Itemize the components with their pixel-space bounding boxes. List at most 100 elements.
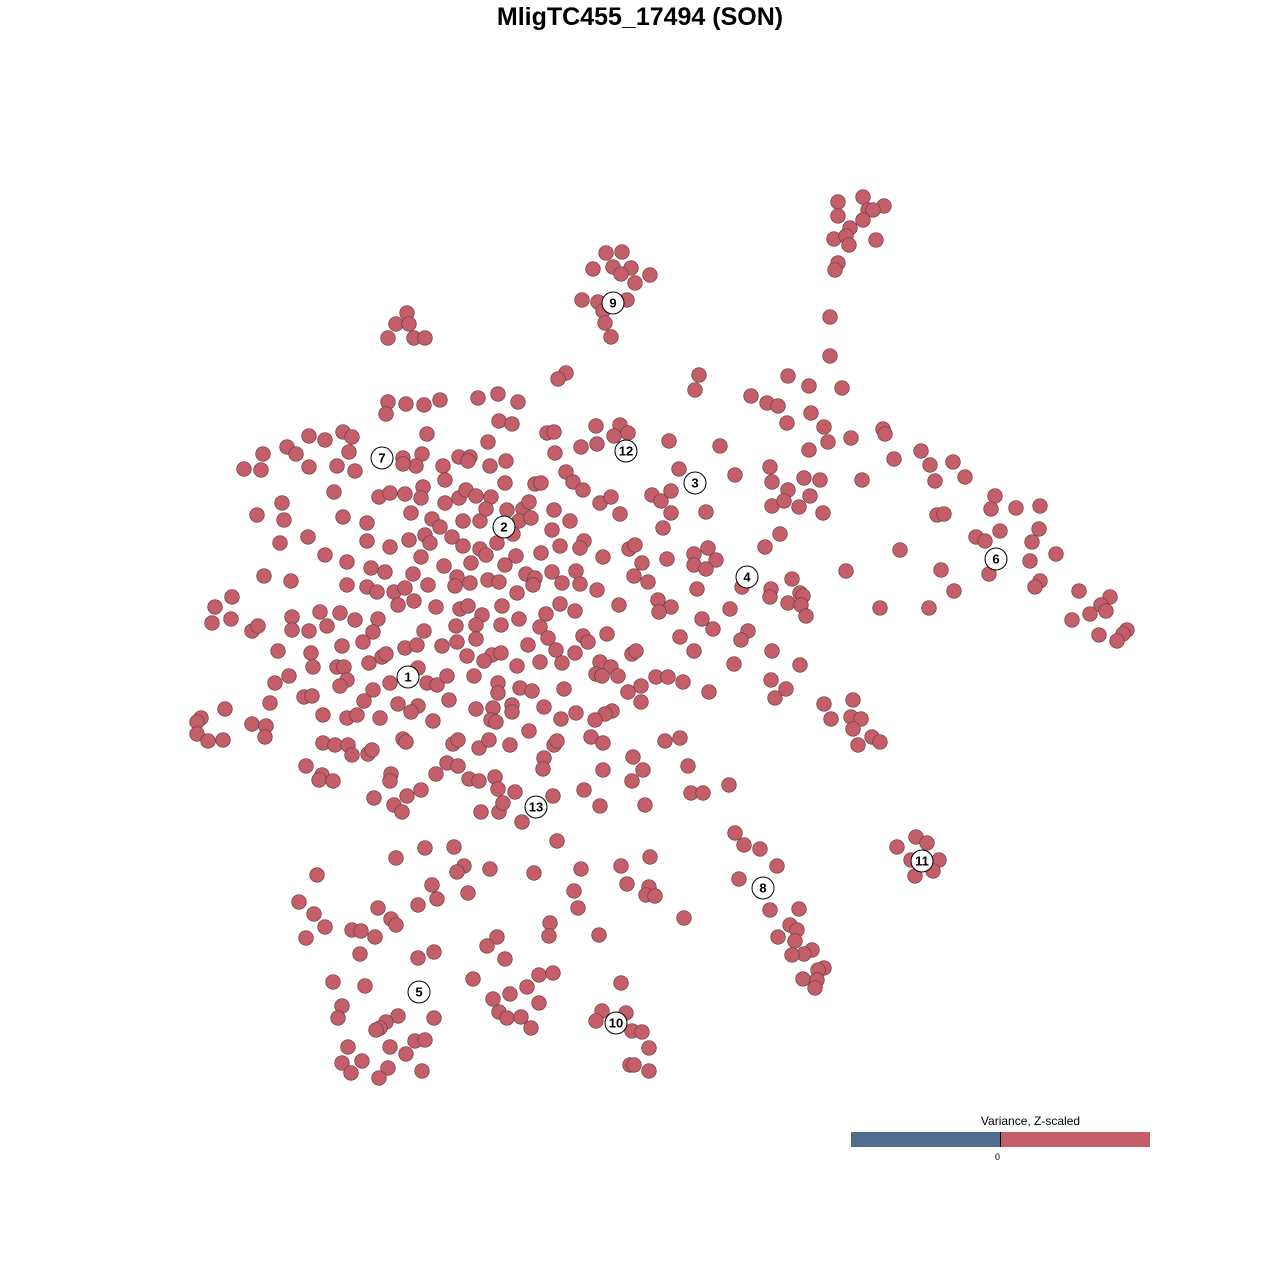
data-point <box>204 615 220 631</box>
cluster-label-circle <box>683 471 707 495</box>
data-point <box>585 261 601 277</box>
data-point <box>587 712 603 728</box>
data-point <box>595 735 611 751</box>
data-point <box>642 267 658 283</box>
data-point <box>927 473 943 489</box>
cluster-label-circle <box>396 665 420 689</box>
data-point <box>687 382 703 398</box>
legend-tick-label: 0 <box>995 1152 1001 1162</box>
data-point <box>531 967 547 983</box>
data-point <box>353 923 369 939</box>
data-point <box>822 309 838 325</box>
data-point <box>250 618 266 634</box>
data-point <box>626 568 642 584</box>
data-point <box>620 425 636 441</box>
data-point <box>327 737 343 753</box>
data-point <box>347 612 363 628</box>
data-point <box>548 642 564 658</box>
data-point <box>489 929 505 945</box>
data-point <box>298 758 314 774</box>
data-point <box>470 390 486 406</box>
cluster-label-circle <box>735 565 759 589</box>
data-point <box>574 292 590 308</box>
data-point <box>752 841 768 857</box>
data-point <box>672 629 688 645</box>
data-point <box>573 861 589 877</box>
data-point <box>795 971 811 987</box>
data-point <box>434 638 450 654</box>
data-point <box>772 526 788 542</box>
data-point <box>946 583 962 599</box>
data-point <box>424 877 440 893</box>
data-point <box>366 790 382 806</box>
data-point <box>637 797 653 813</box>
data-point <box>576 782 592 798</box>
data-point <box>359 515 375 531</box>
data-point <box>521 494 537 510</box>
data-point <box>377 564 393 580</box>
data-point <box>429 677 445 693</box>
data-point <box>680 758 696 774</box>
data-point <box>189 726 205 742</box>
data-point <box>791 499 807 515</box>
legend-negative-segment <box>851 1132 1001 1147</box>
data-point <box>416 397 432 413</box>
data-point <box>394 804 410 820</box>
data-point <box>395 456 411 472</box>
data-point <box>627 275 643 291</box>
data-point <box>619 876 635 892</box>
data-point <box>610 668 626 684</box>
color-legend: Variance, Z-scaled 0 <box>851 1114 1150 1162</box>
data-point <box>253 462 269 478</box>
cluster-label-10: 10 <box>604 1011 628 1035</box>
data-point <box>334 1055 350 1071</box>
data-point <box>603 489 619 505</box>
data-point <box>441 692 457 708</box>
cluster-label-circle <box>601 291 625 315</box>
cluster-label-13: 13 <box>524 795 548 819</box>
data-point <box>478 501 494 517</box>
data-point <box>270 643 286 659</box>
cluster-label-text: 2 <box>500 520 507 535</box>
data-point <box>889 839 905 855</box>
data-point <box>493 645 509 661</box>
data-point <box>532 654 548 670</box>
data-point <box>249 507 265 523</box>
data-point <box>525 577 541 593</box>
data-point <box>801 442 817 458</box>
cluster-label-text: 8 <box>759 881 766 896</box>
data-point <box>413 490 429 506</box>
data-point <box>705 621 721 637</box>
data-point <box>403 505 419 521</box>
data-point <box>298 930 314 946</box>
data-point <box>823 711 839 727</box>
data-point <box>468 488 484 504</box>
data-point <box>567 603 583 619</box>
data-point <box>807 980 823 996</box>
data-point <box>303 645 319 661</box>
data-point <box>413 782 429 798</box>
data-point <box>599 626 615 642</box>
data-point <box>463 555 479 571</box>
cluster-label-circle <box>604 1011 628 1035</box>
data-point <box>300 529 316 545</box>
data-point <box>370 900 386 916</box>
data-point <box>663 505 679 521</box>
data-point <box>428 766 444 782</box>
data-point <box>770 929 786 945</box>
data-point <box>485 991 501 1007</box>
cluster-label-12: 12 <box>614 439 638 463</box>
data-point <box>405 566 421 582</box>
data-point <box>371 1070 387 1086</box>
data-point <box>306 906 322 922</box>
data-point <box>382 675 398 691</box>
data-point <box>479 938 495 954</box>
data-point <box>698 561 714 577</box>
data-point <box>1027 579 1043 595</box>
data-point <box>653 493 669 509</box>
data-point <box>284 622 300 638</box>
data-point <box>657 733 673 749</box>
data-point <box>886 451 902 467</box>
data-point <box>419 426 435 442</box>
